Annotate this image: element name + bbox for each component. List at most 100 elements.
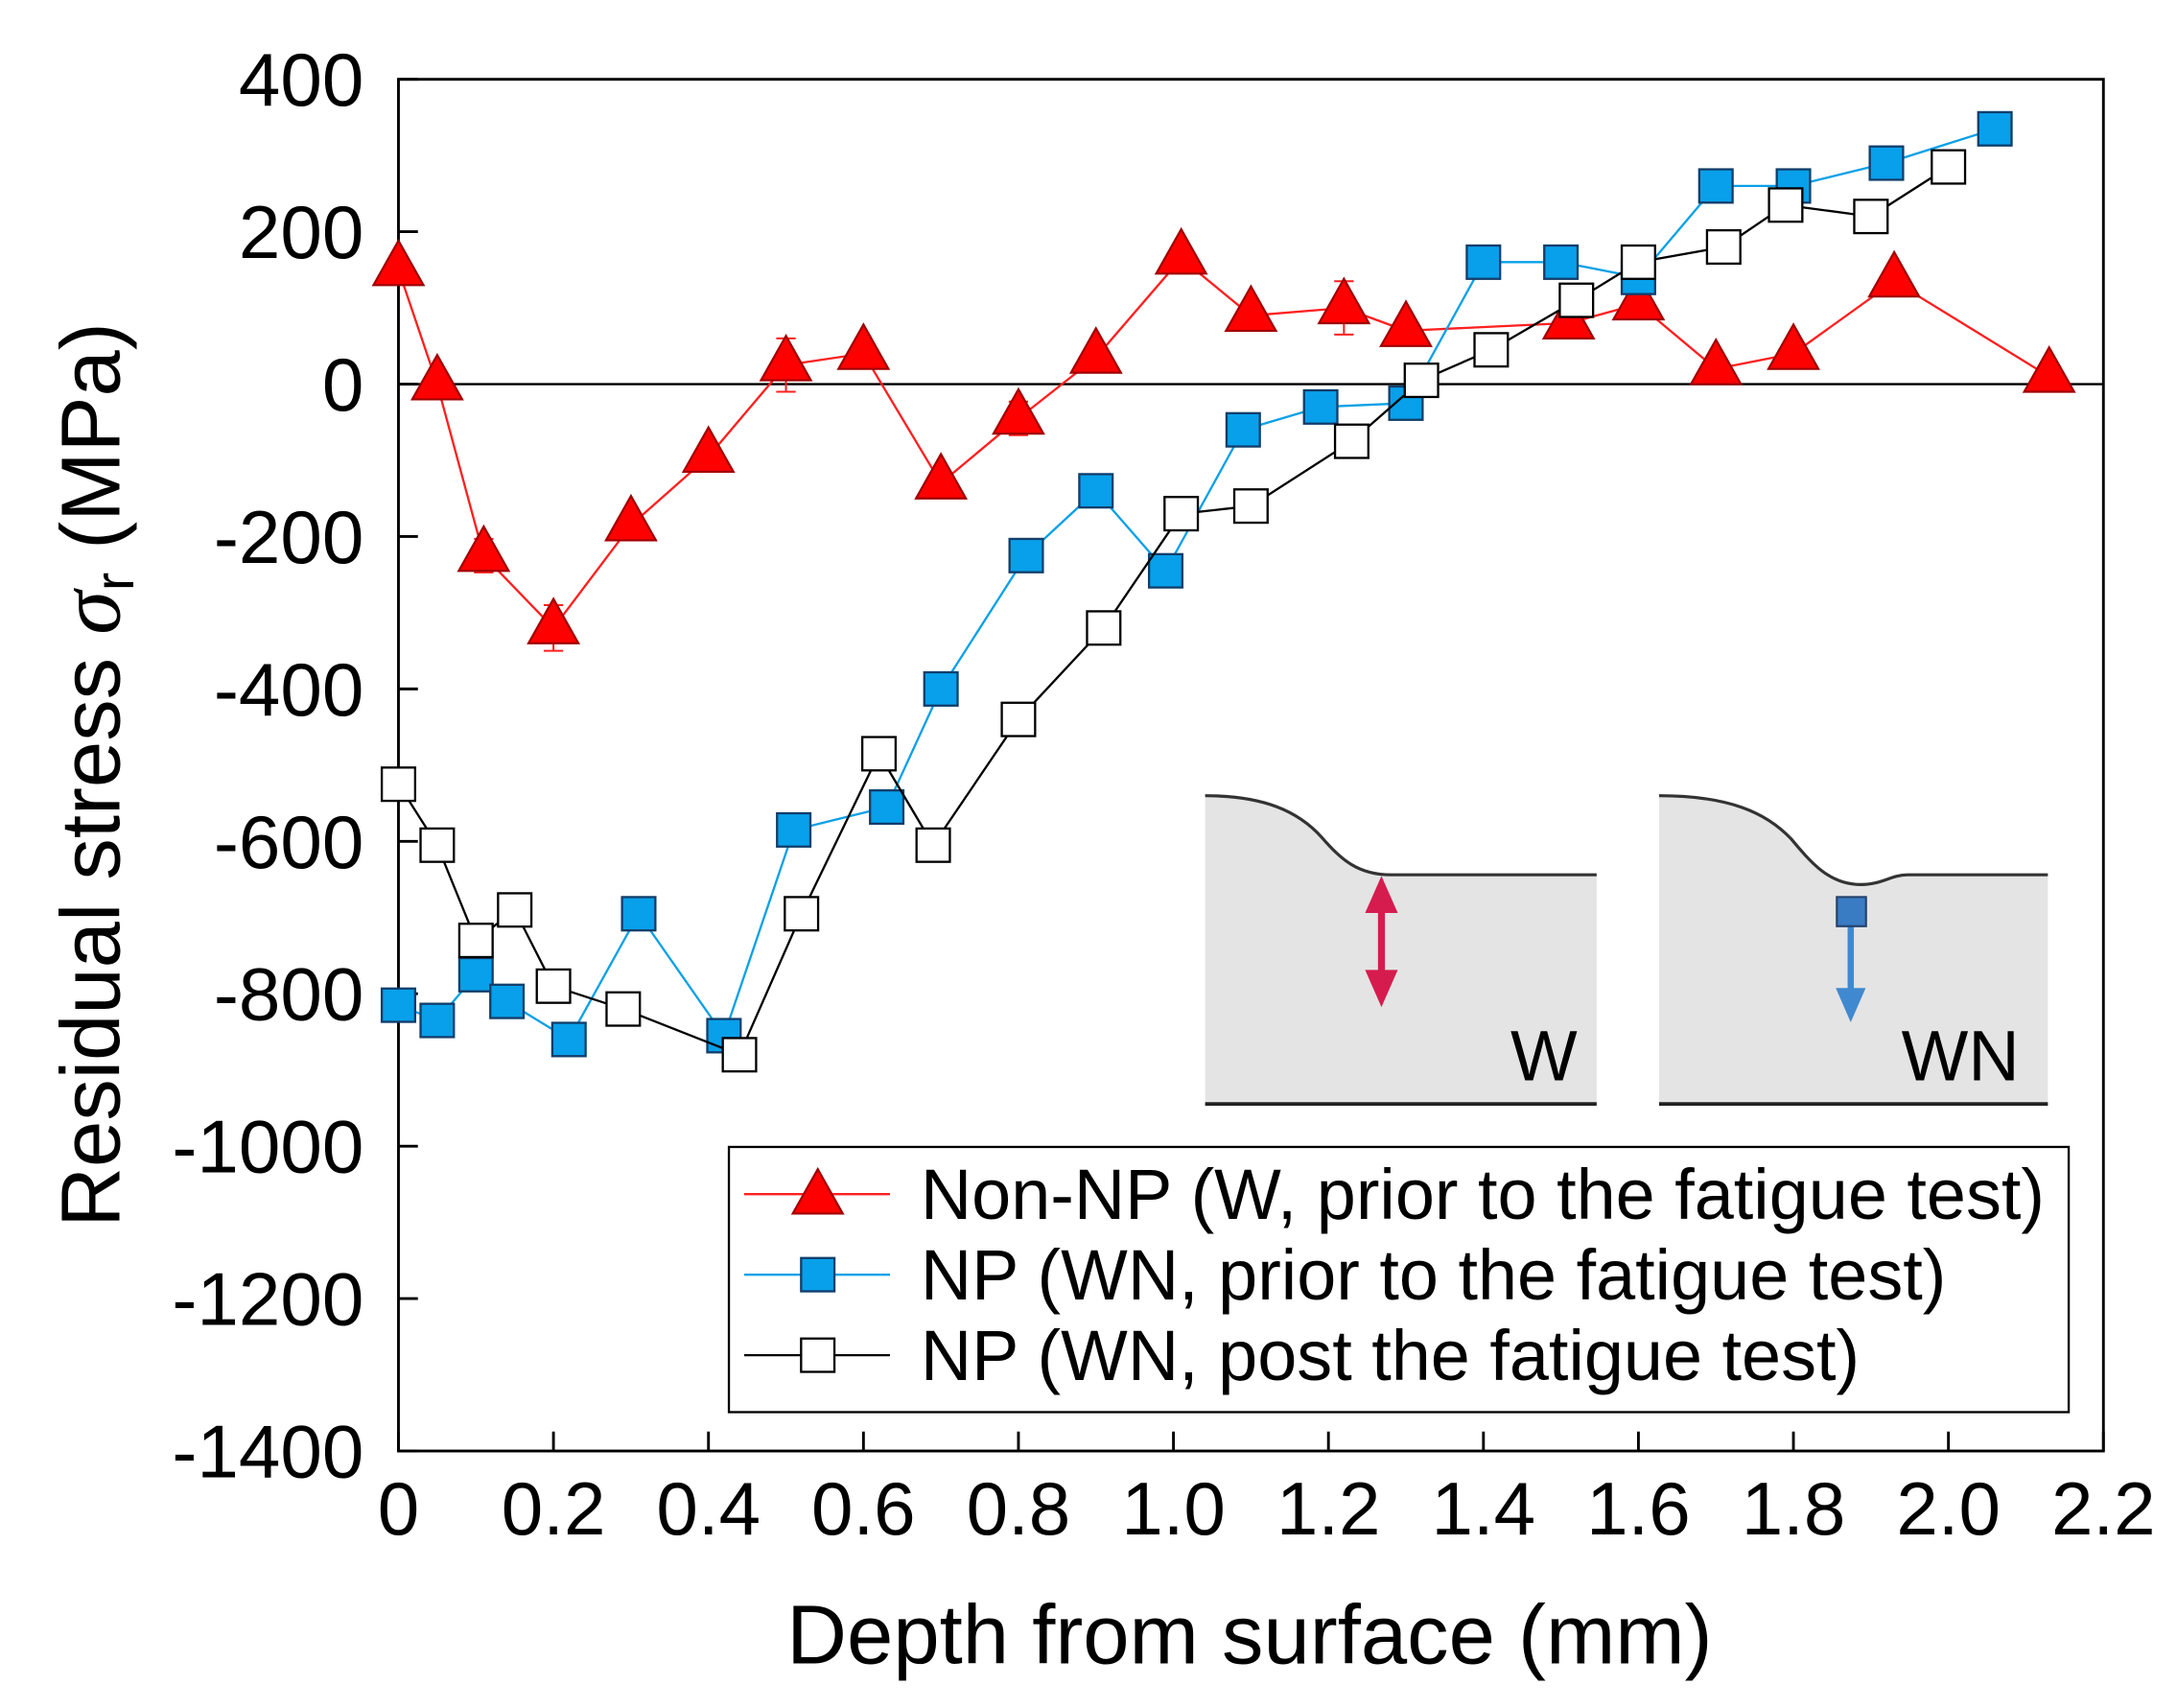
inset-w-notch-diagram: W [1205,794,1597,1106]
x-tick-label: 1.8 [1742,1466,1846,1551]
y-tick-label: -400 [214,647,363,732]
data-point-triangle-non-np-w-prior [1379,299,1433,347]
data-point-square-np-wn-post [860,736,898,772]
data-point-square-np-wn-prior [776,811,812,848]
inset-wn-down-arrow-icon [1836,924,1866,1023]
data-point-square-np-wn-post [1853,199,1889,235]
y-axis-label: Residual stress σr (MPa) [41,322,152,1227]
data-point-square-np-wn-prior [869,789,905,826]
data-point-square-np-wn-post [1705,228,1742,266]
legend-entry-np-wn-post: NP (WN, post the fatigue test) [743,1316,1860,1395]
data-point-square-np-wn-post [1232,488,1269,525]
data-point-square-np-wn-post [1931,149,1967,185]
inset-w-arrow-head-down [1365,970,1398,1008]
data-point-square-np-wn-post [419,827,456,863]
inset-wn-square-marker-icon [1836,896,1867,927]
data-point-triangle-non-np-w-prior [456,524,511,573]
y-axis-label-symbol: σ [41,588,140,635]
data-point-square-np-wn-post [1473,332,1510,368]
data-point-triangle-non-np-w-prior [759,334,813,382]
data-point-square-np-wn-prior [457,956,494,993]
inset-w-label: W [1510,1016,1578,1095]
y-tick-label: -1400 [172,1410,363,1494]
data-point-triangle-non-np-w-prior [1068,326,1123,374]
legend-marker-square-icon [800,1337,836,1373]
y-tick-label: -1000 [172,1105,363,1189]
plot-frame [397,78,2105,1453]
x-tick-label: 1.6 [1586,1466,1691,1551]
y-tick-label: -200 [214,495,363,579]
data-point-triangle-non-np-w-prior [1317,276,1371,325]
inset-w-arrow-head-up [1365,876,1398,914]
data-point-triangle-non-np-w-prior [1767,322,1820,370]
data-point-triangle-non-np-w-prior [1154,226,1208,275]
data-point-square-np-wn-prior [1302,388,1339,425]
data-point-square-np-wn-post [1000,701,1037,737]
inset-wn-notch-diagram: WN [1659,794,2048,1106]
inset-w-double-arrow-icon [1365,876,1398,1008]
data-point-triangle-non-np-w-prior [1611,272,1666,321]
inset-wn-notch-outline [1659,794,2048,886]
y-axis-label-subscript: r [84,573,146,591]
data-point-square-np-wn-post [1163,496,1200,532]
data-point-triangle-non-np-w-prior [1689,338,1744,386]
data-point-square-np-wn-prior [1225,411,1261,448]
data-point-square-np-wn-post [380,766,417,803]
data-point-square-np-wn-prior [1078,473,1114,509]
y-tick-label: 200 [239,190,363,274]
data-point-triangle-non-np-w-prior [2022,344,2076,393]
x-tick-label: 0.2 [502,1466,606,1551]
data-point-triangle-non-np-w-prior [1867,249,1922,298]
data-point-triangle-non-np-w-prior [527,597,581,644]
data-point-square-np-wn-prior [419,1002,456,1039]
data-point-triangle-non-np-w-prior [410,352,464,401]
x-tick-label: 0 [378,1466,419,1551]
data-point-square-np-wn-post [1086,610,1122,646]
y-axis-label-text: Residual stress [45,658,138,1228]
inset-w-notch-outline [1205,794,1597,877]
x-tick-label: 0.8 [967,1466,1071,1551]
data-point-square-np-wn-prior [1543,244,1580,280]
data-point-square-np-wn-post [1558,282,1595,318]
legend-label: Non-NP (W, prior to the fatigue test) [921,1155,2045,1234]
data-point-triangle-non-np-w-prior [681,425,736,474]
data-point-square-np-wn-prior [489,983,526,1019]
data-point-square-np-wn-post [497,892,533,928]
data-point-square-np-wn-prior [620,896,657,932]
data-point-square-np-wn-post [784,896,820,932]
data-point-square-np-wn-post [1333,423,1369,459]
data-point-square-np-wn-post [1403,363,1440,399]
series-non-np-w-prior [371,226,2076,652]
data-point-triangle-non-np-w-prior [836,322,891,370]
data-point-square-np-wn-prior [1147,552,1184,589]
x-tick-label: 1.0 [1121,1466,1226,1551]
data-point-square-np-wn-post [535,968,572,1004]
x-tick-label: 1.4 [1431,1466,1535,1551]
x-tick-label: 0.6 [811,1466,916,1551]
legend-entry-np-wn-prior: NP (WN, prior to the fatigue test) [743,1235,1946,1315]
y-tick-label: 400 [239,37,363,122]
data-point-square-np-wn-post [1767,187,1804,223]
data-point-square-np-wn-post [721,1037,758,1073]
y-tick-label: 0 [322,342,363,427]
data-point-square-np-wn-post [605,991,642,1027]
x-tick-label: 2.0 [1896,1466,2001,1551]
inset-wn-label: WN [1902,1016,2020,1095]
legend-box [727,1145,2071,1414]
x-tick-label: 2.2 [2051,1466,2156,1551]
inset-w-specimen-body [1205,795,1597,1105]
legend-label: NP (WN, post the fatigue test) [921,1316,1860,1395]
data-point-square-np-wn-prior [1977,110,2013,147]
data-point-square-np-wn-prior [923,670,959,707]
y-axis-label-unit: (MPa) [45,322,138,549]
data-point-square-np-wn-prior [380,987,417,1023]
data-point-square-np-wn-post [1620,244,1656,280]
data-point-square-np-wn-prior [550,1021,587,1058]
series-np-wn-post [380,149,1967,1073]
data-point-triangle-non-np-w-prior [604,493,658,542]
data-point-triangle-non-np-w-prior [914,452,969,500]
legend-marker-square-icon [800,1256,836,1293]
